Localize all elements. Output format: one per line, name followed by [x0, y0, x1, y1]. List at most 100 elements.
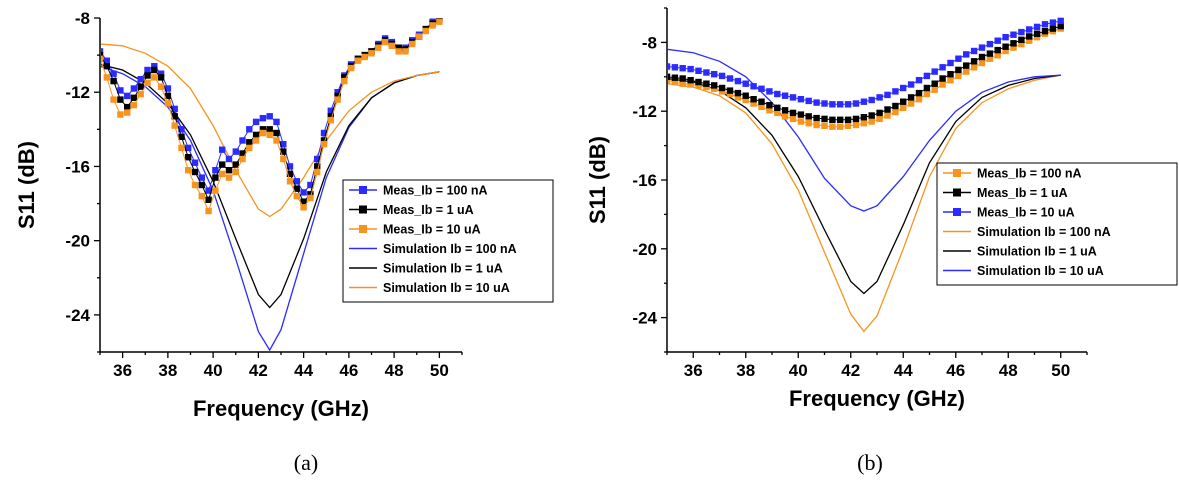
y-tick-label: -24: [632, 309, 657, 328]
data-point: [687, 81, 694, 88]
data-point: [671, 74, 679, 81]
data-point: [844, 122, 852, 129]
series-line-sim-4: [101, 63, 440, 309]
data-point: [137, 90, 144, 98]
legend-label: Simulation Ib = 10 uA: [977, 264, 1104, 278]
x-axis-label: Frequency (GHz): [789, 386, 965, 411]
data-point: [273, 118, 280, 126]
data-point: [171, 122, 178, 129]
data-point: [789, 115, 797, 123]
data-point: [718, 88, 726, 95]
data-point: [103, 57, 110, 64]
data-point: [144, 79, 151, 87]
data-point: [789, 94, 797, 101]
data-point: [703, 80, 710, 87]
data-point: [103, 63, 110, 70]
x-tick-label: 44: [894, 361, 913, 380]
data-point: [931, 80, 938, 87]
y-tick-label: -20: [65, 232, 90, 251]
data-point: [1026, 33, 1033, 40]
figure-caption: (b): [857, 450, 883, 475]
data-point: [354, 57, 362, 64]
data-point: [766, 88, 773, 95]
data-point: [198, 174, 205, 181]
data-point: [232, 161, 239, 168]
data-point: [939, 81, 946, 88]
x-tick-label: 48: [999, 361, 1018, 380]
data-point: [1033, 23, 1041, 31]
legend-item: Simulation Ib = 1 uA: [349, 262, 503, 276]
data-point: [198, 181, 205, 189]
data-point: [884, 112, 891, 119]
legend-item: Meas_Ib = 10 uA: [943, 206, 1075, 220]
data-point: [955, 55, 962, 62]
data-point: [805, 120, 812, 127]
data-point: [781, 92, 789, 99]
data-point: [668, 73, 671, 80]
data-point: [813, 99, 820, 106]
data-point: [402, 48, 409, 55]
data-point: [1041, 28, 1049, 35]
legend-item: Meas_Ib = 1 uA: [349, 203, 474, 217]
data-point: [703, 69, 710, 76]
data-point: [124, 103, 131, 111]
data-point: [955, 72, 962, 80]
data-point: [986, 40, 994, 48]
y-tick-label: -12: [65, 83, 90, 102]
data-point: [151, 74, 158, 81]
data-point: [395, 48, 402, 55]
data-point: [711, 85, 718, 92]
data-point: [239, 137, 246, 144]
series-line-sim-5: [101, 43, 440, 218]
x-tick-label: 38: [158, 361, 177, 380]
data-point: [246, 144, 253, 152]
data-point: [892, 108, 899, 116]
data-point: [286, 163, 294, 170]
data-point: [679, 75, 686, 82]
data-point: [955, 66, 962, 74]
data-point: [978, 44, 986, 51]
data-point: [994, 52, 1001, 59]
data-point: [852, 121, 860, 129]
data-point: [144, 72, 151, 79]
legend-swatch-marker: [953, 208, 961, 216]
data-point: [300, 189, 307, 196]
data-point: [963, 51, 970, 58]
legend-label: Meas_Ib = 100 nA: [977, 167, 1082, 181]
data-point: [286, 178, 294, 185]
data-point: [695, 78, 702, 86]
data-point: [151, 63, 158, 70]
data-point: [273, 129, 280, 137]
data-point: [963, 68, 970, 75]
y-axis-label: S11 (dB): [14, 141, 39, 229]
data-point: [994, 46, 1001, 54]
plot-area: [101, 18, 443, 351]
x-tick-label: 36: [684, 361, 703, 380]
data-point: [1010, 40, 1017, 47]
data-point: [395, 44, 402, 51]
data-point: [239, 150, 246, 157]
data-point: [307, 191, 314, 198]
data-point: [101, 48, 104, 55]
data-point: [907, 100, 915, 107]
data-point: [334, 96, 341, 103]
data-point: [734, 77, 742, 85]
data-point: [266, 126, 273, 133]
data-point: [884, 106, 891, 113]
data-point: [361, 53, 368, 61]
data-point: [300, 204, 307, 211]
data-point: [191, 181, 199, 189]
data-point: [837, 101, 844, 108]
y-tick-label: -20: [632, 240, 657, 259]
legend-item: Simulation Ib = 1 uA: [943, 245, 1097, 259]
data-point: [110, 77, 117, 85]
data-point: [695, 67, 702, 74]
data-point: [347, 64, 355, 72]
plot-area: [668, 17, 1064, 333]
data-point: [876, 109, 883, 117]
data-point: [164, 85, 172, 92]
data-point: [978, 53, 986, 61]
data-point: [923, 84, 931, 92]
data-point: [1049, 19, 1057, 26]
data-point: [1018, 28, 1025, 36]
